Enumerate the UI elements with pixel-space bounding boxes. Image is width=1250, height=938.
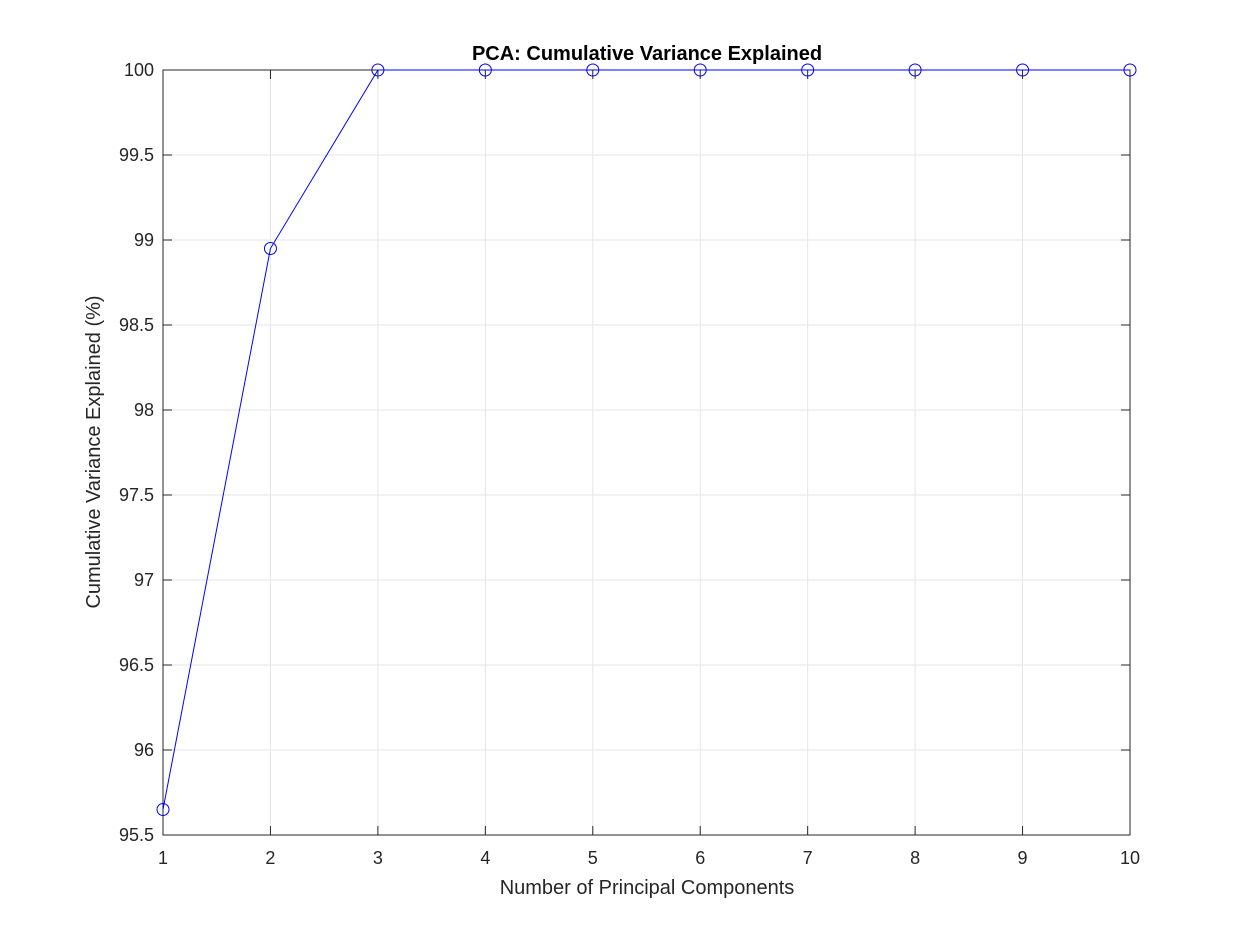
data-point-marker — [478, 63, 492, 77]
y-tick-label: 100 — [124, 60, 154, 80]
y-tick-label: 95.5 — [119, 825, 154, 845]
x-tick-label: 1 — [158, 848, 168, 868]
y-tick-label: 98.5 — [119, 315, 154, 335]
y-tick-label: 98 — [134, 400, 154, 420]
data-point-marker — [1016, 63, 1030, 77]
y-tick-label: 97.5 — [119, 485, 154, 505]
series — [156, 63, 1137, 816]
ticks: 1 2 3 4 5 6 7 8 9 10 95.5 96 96.5 97 97.5 98 98.5 99 99.5 1… — [119, 60, 1140, 868]
x-tick-label: 7 — [803, 848, 813, 868]
data-point-marker — [801, 63, 815, 77]
y-tick-label: 99 — [134, 230, 154, 250]
x-tick-label: 2 — [265, 848, 275, 868]
x-tick-label: 10 — [1120, 848, 1140, 868]
x-tick-label: 4 — [480, 848, 490, 868]
data-point-marker — [1123, 63, 1137, 77]
y-tick-label: 97 — [134, 570, 154, 590]
y-tick-label: 96.5 — [119, 655, 154, 675]
x-tick-label: 3 — [373, 848, 383, 868]
y-tick-label: 99.5 — [119, 145, 154, 165]
chart-title: PCA: Cumulative Variance Explained — [472, 43, 822, 65]
labels: PCA: Cumulative Variance Explained Numbe… — [83, 43, 822, 899]
series-line — [162, 69, 1130, 810]
x-tick-label: 6 — [695, 848, 705, 868]
y-tick-label: 96 — [134, 740, 154, 760]
x-axis-label: Number of Principal Components — [500, 877, 795, 899]
data-point-marker — [156, 803, 170, 816]
data-point-marker — [371, 63, 385, 77]
data-point-marker — [908, 63, 922, 77]
x-tick-label: 9 — [1018, 848, 1028, 868]
data-point-marker — [263, 242, 277, 255]
y-axis-label: Cumulative Variance Explained (%) — [83, 295, 105, 608]
data-point-marker — [586, 63, 600, 77]
x-tick-label: 5 — [588, 848, 598, 868]
x-tick-label: 8 — [910, 848, 920, 868]
data-point-marker — [693, 63, 707, 77]
